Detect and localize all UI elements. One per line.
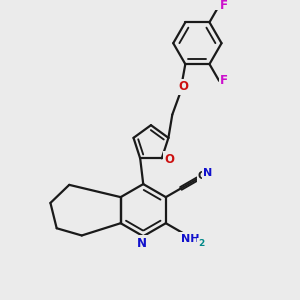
- Text: N: N: [203, 168, 212, 178]
- Text: C: C: [198, 171, 206, 182]
- Text: O: O: [178, 80, 188, 93]
- Text: F: F: [220, 74, 228, 87]
- Text: O: O: [164, 153, 175, 166]
- Text: NH: NH: [181, 234, 199, 244]
- Text: N: N: [137, 236, 147, 250]
- Text: F: F: [220, 0, 228, 12]
- Text: 2: 2: [199, 239, 205, 248]
